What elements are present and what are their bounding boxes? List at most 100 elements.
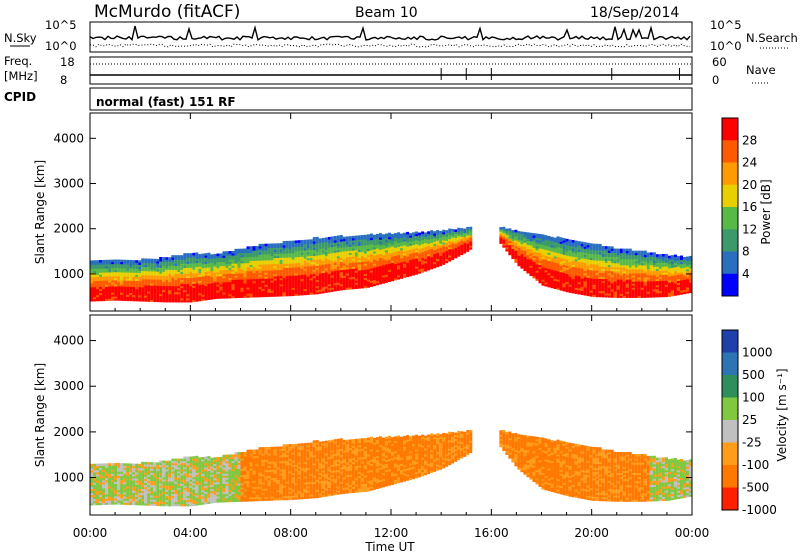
power-cell <box>270 243 274 246</box>
velocity-cell <box>132 494 136 497</box>
power-cell <box>195 252 199 255</box>
power-cell <box>354 237 358 241</box>
power-cell <box>535 274 539 277</box>
power-cell <box>360 243 364 246</box>
power-cell <box>556 240 560 244</box>
power-cell <box>517 241 521 244</box>
power-cell <box>655 280 659 284</box>
power-cell <box>282 273 286 277</box>
power-cell <box>378 273 382 277</box>
velocity-cell <box>111 500 115 503</box>
power-cell <box>634 260 638 264</box>
power-cell <box>526 252 530 256</box>
power-cell <box>369 270 373 273</box>
velocity-cell <box>105 496 109 499</box>
power-cell <box>403 267 407 270</box>
power-cell <box>460 248 464 252</box>
power-cell <box>562 250 566 253</box>
power-cell <box>243 250 247 254</box>
power-cell <box>321 290 325 294</box>
power-cell <box>664 294 668 298</box>
power-cell <box>237 279 241 282</box>
power-cell <box>559 286 563 289</box>
power-cell <box>270 288 274 291</box>
power-cell <box>391 258 394 261</box>
power-cell <box>168 277 172 281</box>
power-cell <box>114 292 118 295</box>
power-cell <box>406 235 410 239</box>
power-cell <box>225 261 229 264</box>
power-cell <box>394 233 398 236</box>
velocity-cell <box>132 477 136 481</box>
velocity-cell <box>162 491 166 494</box>
velocity-cell <box>144 490 148 494</box>
power-cell <box>303 239 307 243</box>
power-cell <box>520 235 524 239</box>
velocity-cell <box>153 474 157 478</box>
power-cell <box>664 268 668 271</box>
power-cell <box>237 283 241 286</box>
power-cell <box>457 239 461 243</box>
power-cell <box>667 271 671 275</box>
power-cell <box>427 255 431 259</box>
power-cell <box>321 256 325 259</box>
power-cell <box>351 270 355 273</box>
power-cell <box>198 296 202 300</box>
power-cell <box>234 267 238 270</box>
power-cell <box>246 254 250 258</box>
power-cell <box>360 239 364 242</box>
power-cell <box>406 264 410 267</box>
power-cell <box>571 256 575 259</box>
power-cell <box>544 235 548 238</box>
power-cell <box>273 251 277 255</box>
velocity-cell <box>90 490 93 494</box>
power-cell <box>264 253 268 257</box>
power-cell <box>613 270 617 274</box>
power-cell <box>604 282 608 286</box>
power-cell <box>424 232 428 235</box>
power-cell <box>523 236 527 239</box>
power-cell <box>538 240 542 243</box>
power-cell <box>598 243 602 247</box>
power-cell <box>156 281 160 284</box>
power-cell <box>562 246 566 249</box>
velocity-cell <box>141 468 145 471</box>
velocity-cell <box>147 499 151 502</box>
power-cell <box>285 281 289 285</box>
power-cell <box>129 290 133 294</box>
power-cell <box>213 296 217 300</box>
power-cell <box>186 257 190 260</box>
power-cell <box>285 246 289 250</box>
velocity-cell <box>120 500 124 503</box>
power-cell <box>613 295 617 298</box>
power-cell <box>258 266 262 269</box>
power-cell <box>183 267 187 270</box>
velocity-cell <box>132 469 136 473</box>
power-cell <box>318 252 322 256</box>
velocity-cell <box>162 495 166 499</box>
power-cell <box>559 249 563 252</box>
power-cell <box>303 288 307 292</box>
power-cell <box>168 295 172 299</box>
power-cell <box>619 266 623 270</box>
velocity-cell <box>96 502 100 506</box>
power-cell <box>384 278 388 281</box>
power-cell <box>168 289 172 293</box>
power-cell <box>439 261 443 265</box>
power-cell <box>288 291 292 295</box>
power-cell <box>342 254 346 258</box>
power-cell <box>562 254 566 257</box>
power-cell <box>129 262 133 265</box>
power-cell <box>270 245 274 249</box>
power-cell <box>363 249 367 252</box>
velocity-cell <box>135 476 139 479</box>
power-cell <box>120 265 124 269</box>
power-cell <box>406 260 410 263</box>
velocity-cell <box>180 503 184 507</box>
power-cell <box>240 285 244 288</box>
power-cell <box>580 290 584 294</box>
power-cell <box>592 261 596 265</box>
power-cell <box>132 274 136 277</box>
power-cell <box>613 281 617 284</box>
power-cell <box>261 278 265 281</box>
